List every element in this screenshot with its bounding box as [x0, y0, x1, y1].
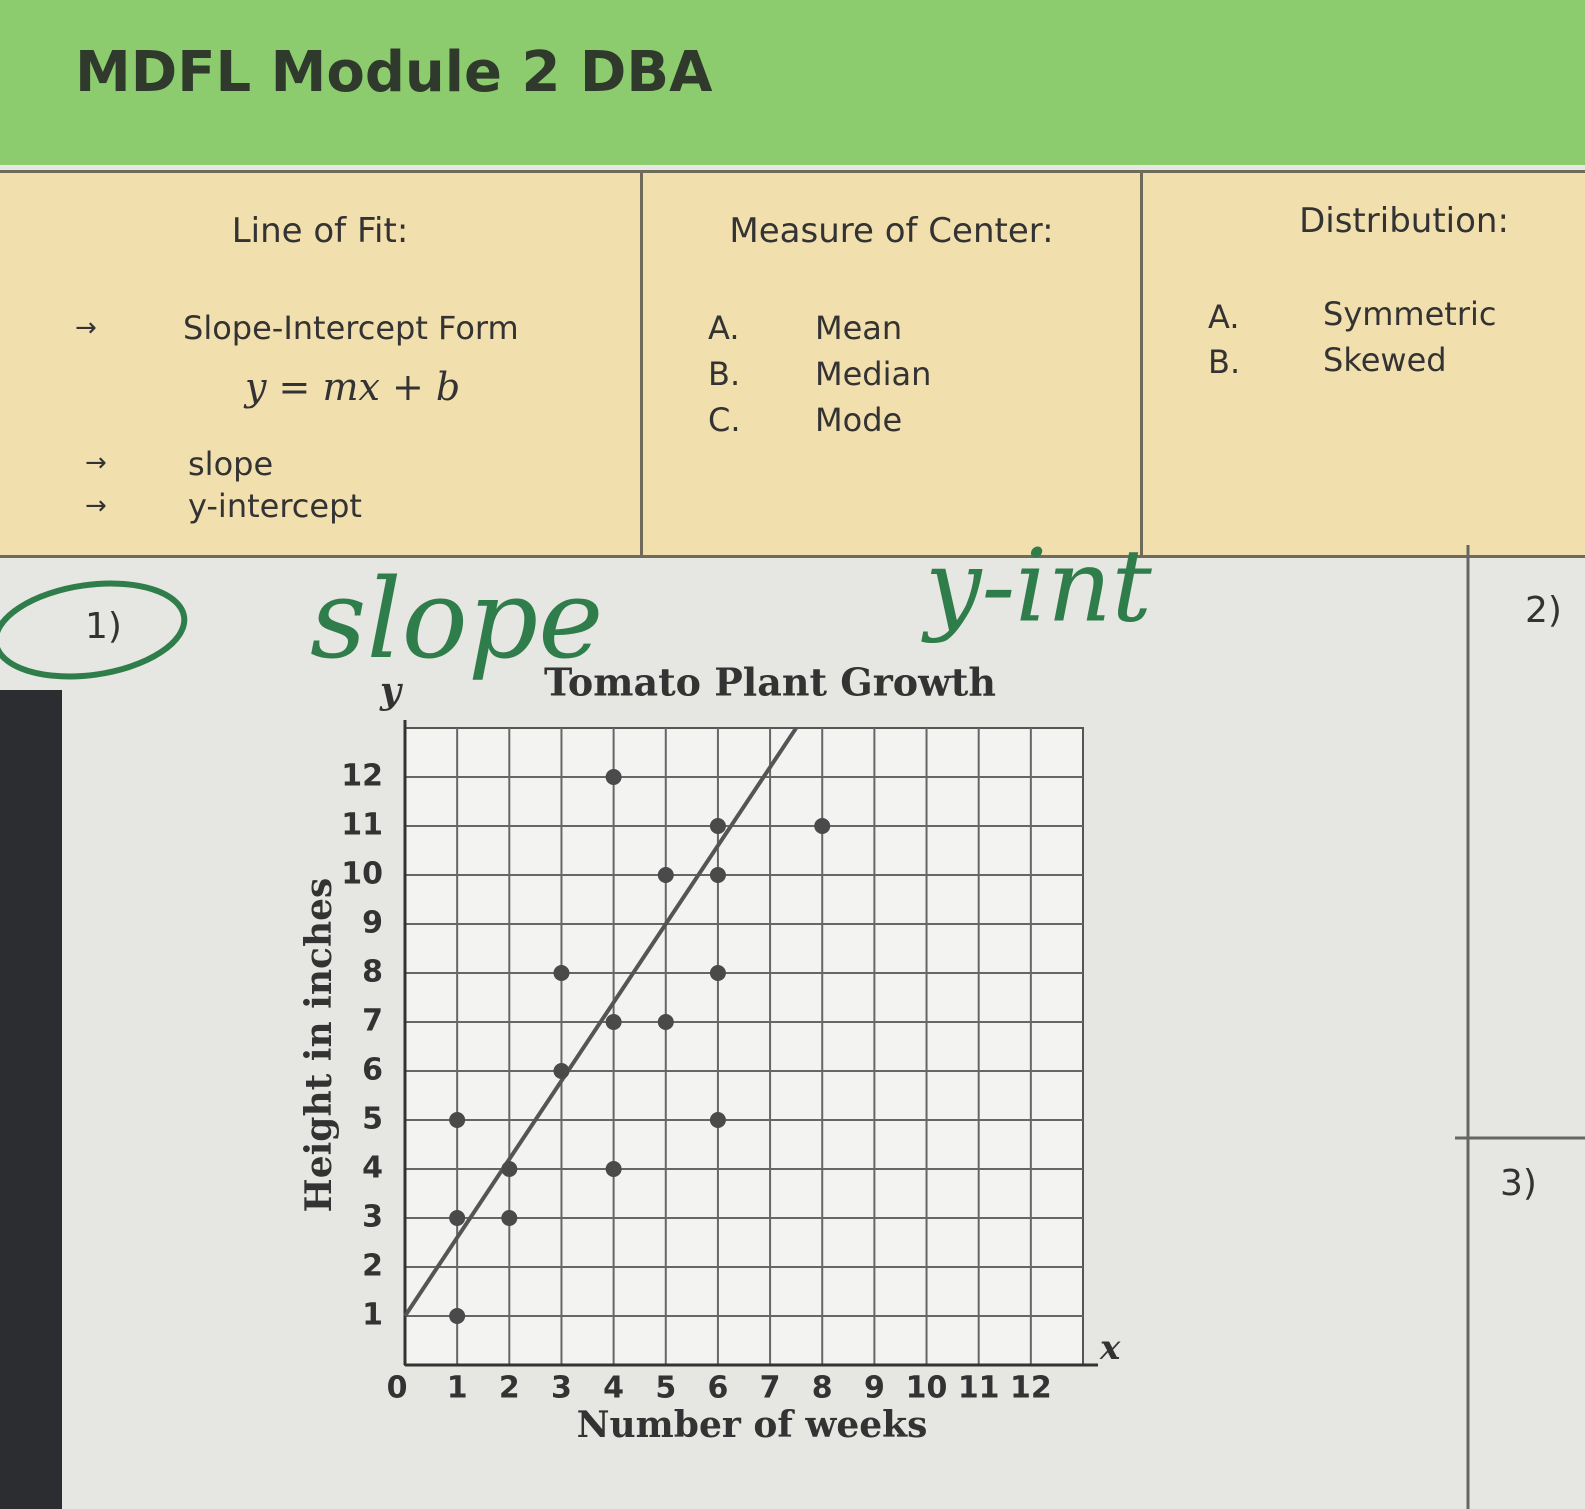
data-point	[709, 965, 726, 981]
x-tick-label: 1	[447, 1371, 468, 1406]
topic-table: Line of Fit: → Slope-Intercept Form y = …	[0, 170, 1585, 558]
data-point	[709, 1112, 726, 1128]
data-point	[449, 1112, 466, 1128]
data-point	[553, 965, 570, 981]
y-tick-label: 6	[362, 1053, 383, 1088]
x-tick-label: 7	[760, 1371, 781, 1406]
x-axis-title: Number of weeks	[577, 1404, 928, 1446]
y-tick-label: 1	[362, 1298, 383, 1333]
item: Slope-Intercept Form	[183, 309, 519, 347]
heading: Measure of Center:	[729, 211, 1054, 251]
y-tick-label: 11	[341, 808, 383, 843]
x-tick-label: 9	[864, 1371, 885, 1406]
plot-area	[404, 727, 1084, 1366]
screen-bezel	[0, 690, 62, 1509]
data-point	[657, 1014, 674, 1030]
x-tick-label: 4	[603, 1371, 624, 1406]
question-number: 1)	[85, 606, 122, 647]
y-axis-title: Height in inches	[298, 878, 340, 1213]
handwritten-note: slope	[310, 555, 603, 683]
x-tick-label: 8	[812, 1371, 833, 1406]
letter: B.	[1208, 343, 1241, 381]
item: Symmetric	[1323, 295, 1497, 333]
data-point	[814, 818, 831, 834]
handwritten-note: y-int	[921, 528, 1153, 645]
axis-letter: y	[379, 670, 403, 712]
title: MDFL Module 2 DBA	[75, 40, 713, 105]
data-point	[709, 867, 726, 883]
x-tick-label: 0	[387, 1371, 408, 1406]
data-point	[449, 1308, 466, 1324]
line-of-fit	[403, 726, 798, 1318]
handwritten-circle	[0, 580, 188, 680]
y-tick-label: 5	[362, 1102, 383, 1137]
x-tick-label: 3	[551, 1371, 572, 1406]
data-point	[709, 818, 726, 834]
item: Median	[815, 355, 932, 393]
data-point	[657, 867, 674, 883]
data-point	[605, 1014, 622, 1030]
data-point	[449, 1210, 466, 1226]
letter: A.	[1208, 298, 1240, 336]
question-number: 3)	[1500, 1163, 1537, 1204]
x-tick-label: 6	[707, 1371, 728, 1406]
letter: A.	[708, 309, 740, 347]
y-tick-label: 9	[362, 906, 383, 941]
data-point	[605, 769, 622, 785]
axis-letter: x	[1099, 1328, 1121, 1368]
x-tick-label: 2	[499, 1371, 520, 1406]
y-tick-label: 3	[362, 1200, 383, 1235]
letter: C.	[708, 401, 741, 439]
heading: Distribution:	[1299, 201, 1509, 241]
arrow: →	[75, 313, 97, 343]
x-tick-label: 5	[655, 1371, 676, 1406]
item: Skewed	[1323, 341, 1447, 379]
y-tick-label: 8	[362, 955, 383, 990]
question-number: 2)	[1525, 590, 1562, 631]
y-tick-label: 4	[362, 1151, 383, 1186]
x-tick-label: 11	[958, 1371, 1000, 1406]
arrow: →	[85, 491, 107, 521]
heading: Line of Fit:	[231, 211, 409, 251]
item: slope	[188, 445, 274, 483]
column: Measure of Center: A. Mean B. Median C. …	[640, 173, 1140, 555]
y-tick-label: 2	[362, 1249, 383, 1284]
item: y-intercept	[188, 487, 362, 525]
letter: B.	[708, 355, 741, 393]
data-point	[501, 1210, 518, 1226]
column: Line of Fit: → Slope-Intercept Form y = …	[0, 173, 640, 555]
header: MDFL Module 2 DBA	[0, 0, 1585, 165]
item: Mode	[815, 401, 903, 439]
formula: y = mx + b	[245, 365, 461, 409]
y-tick-label: 12	[341, 759, 383, 794]
chart-title: Tomato Plant Growth	[544, 660, 996, 705]
column: Distribution: A. Symmetric B. Skewed	[1140, 173, 1585, 555]
y-tick-label: 7	[362, 1004, 383, 1039]
arrow: →	[85, 448, 107, 478]
x-tick-label: 12	[1010, 1371, 1052, 1406]
data-point	[501, 1161, 518, 1177]
item: Mean	[815, 309, 903, 347]
data-point	[553, 1063, 570, 1079]
x-tick-label: 10	[906, 1371, 948, 1406]
y-tick-label: 10	[341, 857, 383, 892]
data-point	[605, 1161, 622, 1177]
